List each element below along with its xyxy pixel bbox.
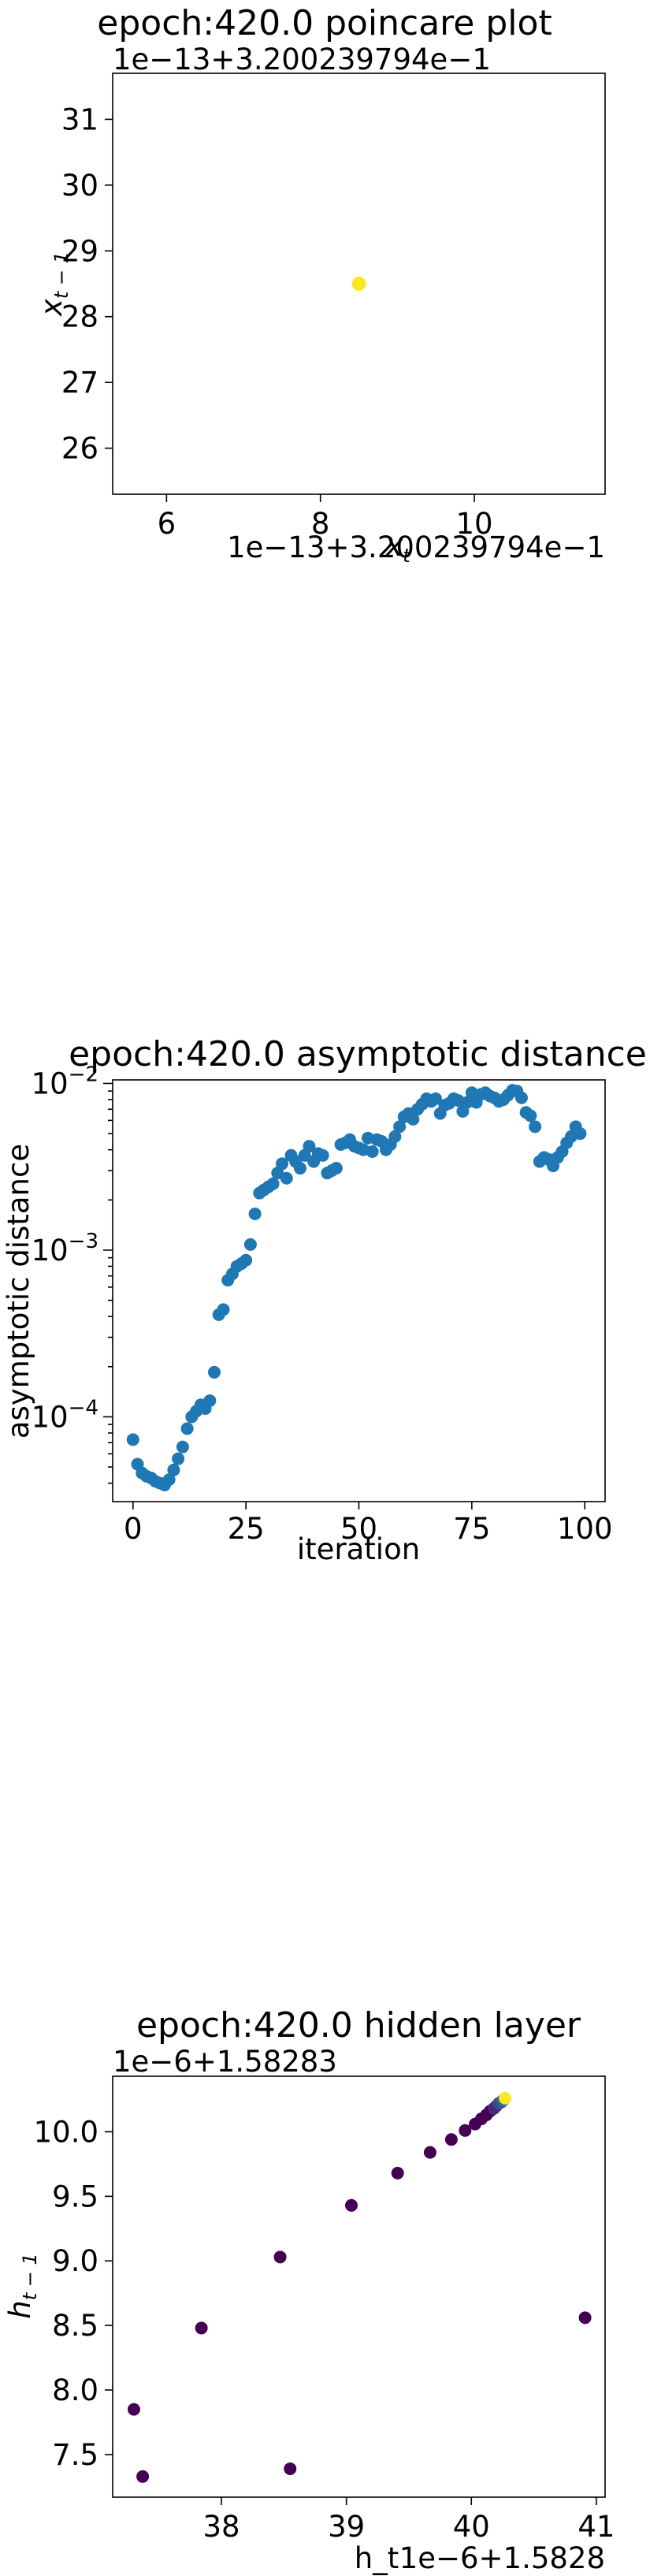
x-axis-label: h_t (355, 2541, 399, 2575)
x-tick-label: 8 (311, 507, 330, 541)
y-tick-label: 10−4 (32, 1396, 98, 1434)
data-point (316, 1148, 329, 1162)
y-tick-label: 10−3 (32, 1230, 98, 1268)
data-point (276, 1157, 289, 1171)
x-tick-label: 39 (328, 2510, 365, 2544)
data-point (217, 1303, 230, 1316)
data-point (459, 2124, 472, 2137)
data-point (578, 2311, 592, 2325)
y-tick-label: 31 (61, 102, 98, 136)
data-point (195, 2321, 208, 2335)
x-tick-label: 10 (455, 507, 492, 541)
data-point (273, 2250, 287, 2264)
data-point (127, 2403, 140, 2416)
data-point (461, 1096, 474, 1109)
data-point (162, 1473, 176, 1487)
data-point (344, 2198, 358, 2212)
chart-title: epoch:420.0 asymptotic distance (69, 1034, 647, 1074)
x-tick-label: 75 (453, 1512, 490, 1546)
data-point (366, 1145, 379, 1158)
chart-title: epoch:420.0 poincare plot (97, 3, 552, 43)
data-point (280, 1171, 293, 1185)
data-point (423, 2146, 436, 2159)
plot-area (112, 2075, 606, 2498)
y-tick-label: 26 (61, 432, 98, 466)
data-point (393, 1120, 407, 1134)
y-tick-label: 29 (61, 234, 98, 268)
data-point (524, 1109, 537, 1122)
y-tick-label: 9.5 (52, 2180, 98, 2213)
asymptotic-distance-chart: epoch:420.0 asymptotic distance 10−4 10−3… (2, 1034, 647, 1566)
x-tick-label: 40 (453, 2510, 490, 2544)
y-tick-label: 8.0 (52, 2373, 98, 2407)
x-tick-label: 6 (158, 507, 176, 541)
data-point (240, 1253, 253, 1267)
data-point (266, 1177, 280, 1190)
data-point (407, 1112, 420, 1126)
y-axis-label: ht − 1 (3, 2253, 41, 2319)
x-tick-label: 100 (557, 1512, 613, 1546)
data-point (126, 1433, 139, 1446)
plot-area (112, 73, 606, 495)
x-offset-label: 1e−6+1.5828 (399, 2541, 605, 2575)
data-point (180, 1422, 194, 1435)
data-point (203, 1394, 217, 1407)
data-point (351, 277, 366, 291)
data-point (167, 1463, 180, 1476)
data-point (499, 2091, 512, 2105)
data-point (429, 1092, 442, 1105)
data-point (514, 1091, 528, 1104)
x-tick-label: 50 (340, 1512, 377, 1546)
y-offset-label: 1e−6+1.58283 (113, 2045, 337, 2079)
data-point (303, 1140, 316, 1153)
data-point (176, 1440, 189, 1454)
y-tick-label: 30 (61, 169, 98, 203)
y-tick-label: 28 (61, 300, 98, 334)
data-point (172, 1452, 185, 1465)
y-tick-label: 10−2 (32, 1063, 98, 1100)
x-axis-label: iteration (297, 1532, 420, 1566)
hidden-layer-chart: epoch:420.0 hidden layer 1e−6+1.58283 7.… (3, 2005, 615, 2575)
y-tick-label: 27 (61, 366, 98, 400)
x-tick-label: 0 (124, 1512, 143, 1546)
data-point (293, 1162, 306, 1175)
y-axis-label: asymptotic distance (2, 1144, 35, 1439)
poincare-plot-chart: epoch:420.0 poincare plot 1e−13+3.200239… (35, 3, 606, 567)
x-offset-label: 1e−13+3.200239794e−1 (227, 530, 605, 564)
x-tick-label: 41 (578, 2510, 615, 2544)
y-tick-label: 8.5 (52, 2309, 98, 2343)
y-tick-label: 10.0 (34, 2115, 98, 2149)
chart-title: epoch:420.0 hidden layer (136, 2005, 581, 2046)
data-point (388, 1130, 402, 1143)
y-tick-label: 9.0 (52, 2244, 98, 2278)
data-point (529, 1120, 542, 1134)
data-point (136, 2470, 150, 2483)
data-point (329, 1162, 343, 1175)
y-axis-label: xt − 1 (35, 251, 72, 317)
y-tick-label: 7.5 (52, 2438, 98, 2472)
data-point (391, 2166, 404, 2180)
data-point (284, 2462, 297, 2475)
data-point (243, 1238, 257, 1251)
x-tick-label: 38 (202, 2510, 240, 2544)
data-point (208, 1365, 221, 1379)
data-point (574, 1127, 587, 1141)
x-tick-label: 25 (228, 1512, 265, 1546)
data-point (248, 1207, 262, 1220)
y-offset-label: 1e−13+3.200239794e−1 (113, 43, 491, 76)
data-point (444, 2133, 458, 2146)
